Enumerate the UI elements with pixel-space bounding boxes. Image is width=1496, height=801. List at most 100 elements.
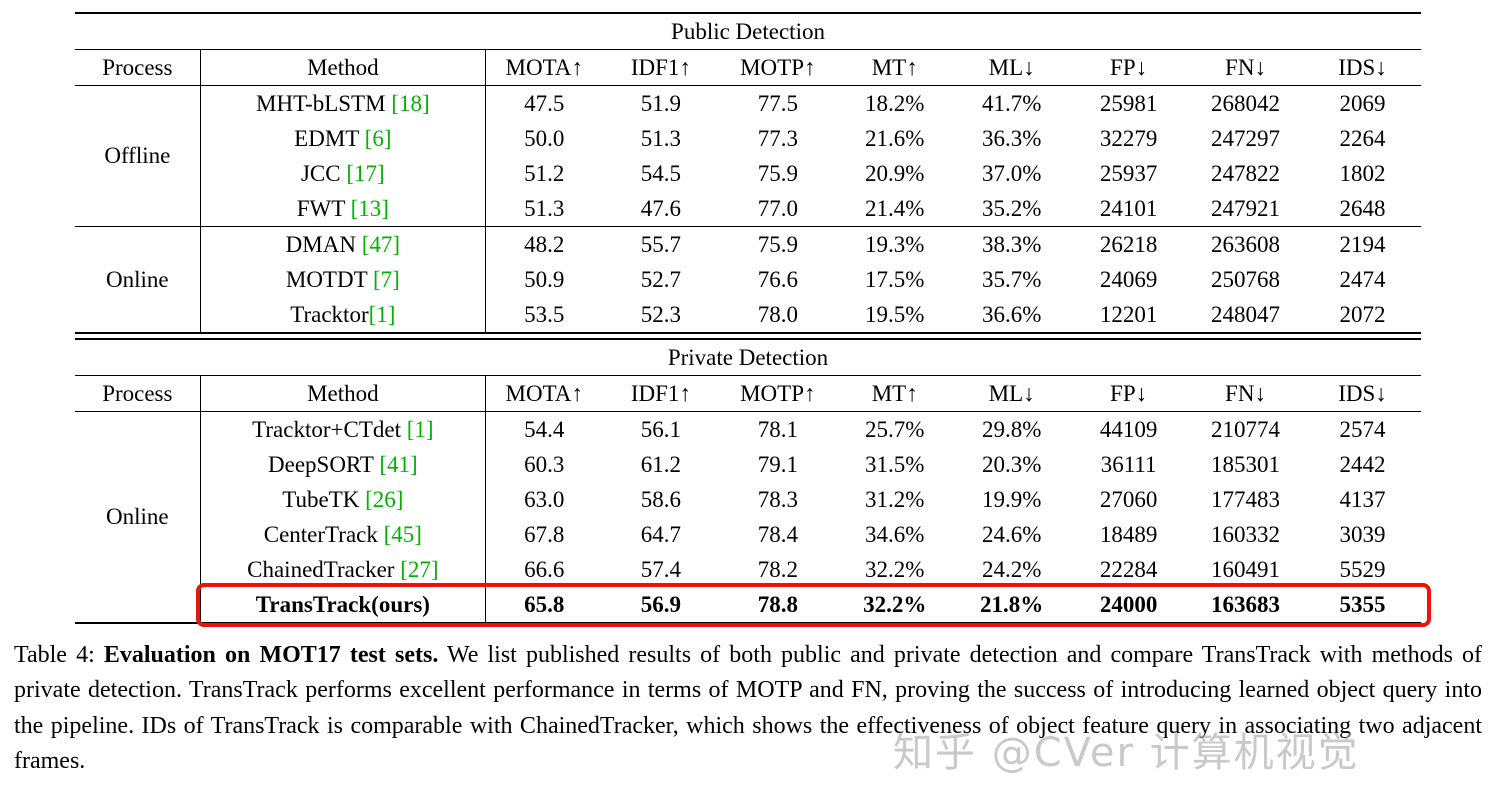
value-cell: 41.7% bbox=[981, 90, 1042, 116]
col-header: MOTA↑ bbox=[485, 375, 603, 412]
value-cell: 25981 bbox=[1099, 90, 1158, 116]
value-cell: 36.3% bbox=[981, 125, 1042, 151]
value-cell: 3039 bbox=[1339, 521, 1386, 547]
value-cell: 177483 bbox=[1211, 486, 1280, 512]
value-cell: 51.9 bbox=[640, 90, 682, 116]
table-row: ChainedTracker [27] 66.6 57.4 78.2 32.2% 24.2… bbox=[75, 552, 1421, 587]
citation-ref: [45] bbox=[383, 521, 422, 547]
citation-ref: [7] bbox=[372, 266, 400, 292]
process-cell: Offline bbox=[75, 85, 201, 227]
value-cell: 58.6 bbox=[640, 486, 682, 512]
value-cell: 78.0 bbox=[757, 301, 798, 327]
value-cell: 78.8 bbox=[757, 591, 798, 617]
value-cell: 263608 bbox=[1187, 226, 1304, 262]
method-name: JCC bbox=[300, 160, 341, 186]
col-header: MT↑ bbox=[836, 375, 954, 412]
col-header: FP↓ bbox=[1070, 375, 1188, 412]
value-cell: 247297 bbox=[1211, 125, 1280, 151]
value-cell: 12201 bbox=[1099, 301, 1158, 327]
value-cell: 63.0 bbox=[524, 486, 565, 512]
value-cell: 32.2% bbox=[863, 591, 927, 617]
value-cell: 27060 bbox=[1099, 486, 1158, 512]
value-cell: 47.6 bbox=[640, 195, 682, 221]
value-cell: 2442 bbox=[1339, 451, 1386, 477]
value-cell: 37.0% bbox=[981, 160, 1042, 186]
citation-ref: [13] bbox=[350, 195, 389, 221]
value-cell: 76.6 bbox=[757, 266, 798, 292]
value-cell: 5355 bbox=[1339, 591, 1386, 617]
value-cell: 35.7% bbox=[981, 266, 1042, 292]
value-cell: 2648 bbox=[1339, 195, 1386, 221]
value-cell: 19.9% bbox=[981, 486, 1042, 512]
method-cell: MHT-bLSTM [18] bbox=[200, 85, 487, 121]
method-cell: FWT [13] bbox=[200, 191, 487, 227]
value-cell: 36111 bbox=[1100, 451, 1157, 477]
col-header: FN↓ bbox=[1187, 375, 1304, 412]
value-cell: 5529 bbox=[1339, 556, 1386, 582]
method-cell: TransTrack(ours) bbox=[200, 587, 487, 623]
value-cell: 1802 bbox=[1339, 160, 1386, 186]
value-cell: 34.6% bbox=[865, 521, 925, 547]
col-header: Method bbox=[200, 49, 487, 86]
citation-ref: [26] bbox=[365, 486, 404, 512]
value-cell: 51.2 bbox=[524, 160, 565, 186]
value-cell: 32279 bbox=[1099, 125, 1158, 151]
method-cell: CenterTrack [45] bbox=[200, 517, 487, 552]
col-header: IDF1↑ bbox=[602, 49, 720, 86]
method-cell: DMAN [47] bbox=[200, 226, 487, 262]
value-cell: 2069 bbox=[1339, 90, 1386, 116]
value-cell: 248047 bbox=[1211, 301, 1280, 327]
value-cell: 160332 bbox=[1211, 521, 1280, 547]
citation-ref: [17] bbox=[346, 160, 385, 186]
col-header: MT↑ bbox=[836, 49, 954, 86]
col-header: IDS↓ bbox=[1303, 375, 1421, 412]
value-cell: 31.2% bbox=[865, 486, 925, 512]
method-name: EDMT bbox=[294, 125, 359, 151]
value-cell: 56.1 bbox=[640, 416, 682, 442]
table-row: TubeTK [26] 63.0 58.6 78.3 31.2% 19.9% 27060 17… bbox=[75, 482, 1421, 517]
method-cell: Tracktor[1] bbox=[200, 297, 487, 333]
value-cell: 75.9 bbox=[757, 160, 798, 186]
method-name: DMAN bbox=[285, 231, 356, 257]
value-cell: 25937 bbox=[1099, 160, 1158, 186]
value-cell: 24000 bbox=[1099, 591, 1158, 617]
value-cell: 65.8 bbox=[524, 591, 565, 617]
value-cell: 31.5% bbox=[865, 451, 925, 477]
value-cell: 21.4% bbox=[865, 195, 925, 221]
col-header: Process bbox=[75, 375, 201, 412]
col-header: IDF1↑ bbox=[602, 375, 720, 412]
value-cell: 64.7 bbox=[640, 521, 682, 547]
value-cell: 44109 bbox=[1099, 416, 1158, 442]
value-cell: 51.3 bbox=[640, 125, 682, 151]
process-cell: Online bbox=[75, 226, 201, 333]
value-cell: 24101 bbox=[1099, 195, 1158, 221]
col-header: ML↓ bbox=[953, 375, 1071, 412]
citation-ref: [6] bbox=[364, 125, 392, 151]
method-cell: DeepSORT [41] bbox=[200, 447, 487, 482]
value-cell: 2194 bbox=[1303, 226, 1421, 262]
value-cell: 77.0 bbox=[757, 195, 798, 221]
col-header: Method bbox=[200, 375, 487, 412]
col-header: MOTP↑ bbox=[719, 375, 837, 412]
value-cell: 24069 bbox=[1099, 266, 1158, 292]
value-cell: 19.3% bbox=[836, 226, 954, 262]
header-row: Process Method MOTA↑ IDF1↑ MOTP↑ MT↑ ML↓ FP↓ FN↓… bbox=[75, 375, 1421, 412]
method-name: CenterTrack bbox=[263, 521, 378, 547]
method-cell: MOTDT [7] bbox=[200, 262, 487, 297]
value-cell: 54.5 bbox=[640, 160, 682, 186]
page: Public Detection Process Method MOTA↑ IDF1↑ M… bbox=[0, 12, 1496, 801]
method-name: ChainedTracker bbox=[247, 556, 395, 582]
citation-ref: [27] bbox=[400, 556, 439, 582]
value-cell: 2574 bbox=[1339, 416, 1386, 442]
value-cell: 78.4 bbox=[757, 521, 798, 547]
value-cell: 38.3% bbox=[953, 226, 1071, 262]
col-header: MOTA↑ bbox=[485, 49, 603, 86]
citation-ref: [1] bbox=[406, 416, 434, 442]
method-name: TransTrack(ours) bbox=[255, 591, 430, 617]
value-cell: 77.3 bbox=[757, 125, 798, 151]
table-row: EDMT [6] 50.0 51.3 77.3 21.6% 36.3% 32279 24729… bbox=[75, 121, 1421, 156]
section-title-public: Public Detection bbox=[75, 12, 1421, 50]
value-cell: 25.7% bbox=[865, 416, 925, 442]
table-caption: Table 4: Evaluation on MOT17 test sets. … bbox=[14, 638, 1482, 779]
value-cell: 21.8% bbox=[980, 591, 1044, 617]
